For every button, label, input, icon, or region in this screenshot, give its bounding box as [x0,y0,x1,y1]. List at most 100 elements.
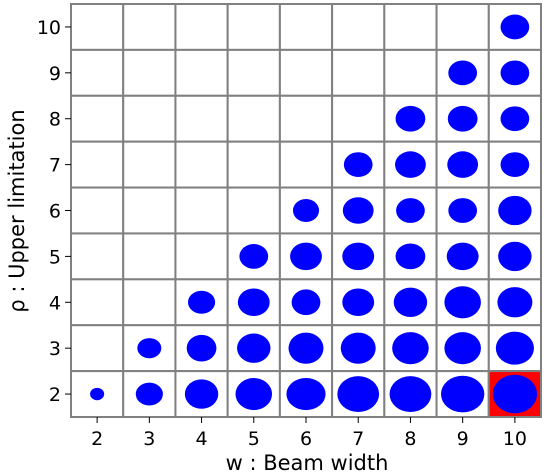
marker-w10-rho7 [500,152,530,178]
x-tick-label: 4 [196,428,208,450]
grid-cell [435,3,490,51]
grid-cell [331,3,386,51]
marker-w8-rho8 [395,105,426,132]
grid-cell [70,3,125,51]
marker-w3-rho3 [137,338,162,359]
y-axis-label: ρ : Upper limitation [5,109,29,312]
grid-cell [331,94,386,143]
grid-cell [226,186,281,235]
marker-w6-rho4 [291,289,321,316]
marker-w8-rho7 [395,151,426,178]
grid-cell [122,186,177,235]
marker-w10-rho3 [495,331,534,365]
marker-w10-rho2 [492,374,538,414]
grid-cell [331,48,386,97]
marker-w9-rho6 [448,198,478,223]
y-tick-label: 3 [49,338,61,360]
marker-w5-rho2 [235,377,273,411]
marker-w10-rho9 [500,60,530,86]
y-tick-label: 4 [49,292,61,314]
x-axis-label: w : Beam width [226,451,389,475]
x-tick-label: 7 [352,428,364,450]
marker-w9-rho3 [444,332,481,365]
marker-w9-rho7 [447,151,479,178]
marker-w3-rho2 [135,382,163,406]
marker-w9-rho4 [444,286,481,319]
x-tick-label: 5 [248,428,260,450]
marker-w8-rho2 [389,376,432,412]
grid-cell [122,48,177,97]
grid-cell [226,140,281,189]
marker-w10-rho6 [498,195,532,226]
marker-w7-rho2 [337,376,380,412]
marker-w9-rho8 [447,105,478,132]
marker-w6-rho5 [290,242,322,271]
marker-w4-rho3 [186,334,217,362]
marker-w6-rho6 [292,199,320,222]
marker-w9-rho5 [446,242,479,271]
markers-layer [90,14,538,414]
grid-cell [278,48,334,97]
marker-w5-rho4 [237,288,270,317]
marker-w7-rho7 [343,152,373,178]
x-tick-label: 8 [404,428,416,450]
marker-w8-rho6 [396,198,425,223]
marker-w7-rho3 [340,332,376,364]
marker-w6-rho3 [288,332,324,364]
y-tick-label: 8 [49,109,61,131]
grid-cell [174,94,229,143]
marker-w10-rho10 [500,14,530,40]
grid-cell [278,94,334,143]
grid-cell [70,324,125,373]
marker-w7-rho6 [342,197,374,224]
grid-cell [226,3,281,51]
marker-w4-rho4 [187,290,216,314]
x-tick-label: 6 [300,428,312,450]
marker-w8-rho4 [393,287,428,317]
grid-cell [278,140,334,189]
y-tick-label: 10 [37,17,61,39]
marker-w8-rho3 [392,332,429,365]
grid-cell [174,3,229,51]
y-tick-label: 2 [49,384,61,406]
grid-cell [278,3,334,51]
grid-cell [122,232,177,281]
grid-cell [383,48,438,97]
grid-cell [70,232,125,281]
grid-cell [70,278,125,327]
grid-cell [174,48,229,97]
marker-w7-rho4 [342,288,375,317]
grid-cell [70,48,125,97]
grid-cells [70,3,542,419]
marker-w7-rho5 [342,242,375,271]
x-tick-label: 9 [457,428,469,450]
marker-w10-rho4 [497,287,533,318]
grid-cell [122,94,177,143]
y-tick-labels: 2 3 4 5 6 7 8 9 10 [37,17,71,406]
marker-w9-rho9 [448,60,478,86]
grid-cell [226,48,281,97]
marker-w8-rho5 [395,243,426,270]
grid-cell [70,94,125,143]
x-tick-label: 10 [503,428,527,450]
grid-cell [70,140,125,189]
y-tick-label: 7 [49,155,61,177]
grid-cell [174,140,229,189]
marker-w9-rho2 [440,375,485,413]
marker-w2-rho2 [90,387,105,401]
marker-w5-rho5 [239,243,269,269]
marker-w10-rho8 [500,106,530,132]
grid-cell [122,3,177,51]
marker-w4-rho2 [184,379,219,409]
grid-cell [226,94,281,143]
marker-w5-rho3 [237,333,271,363]
x-tick-labels: 2 3 4 5 6 7 8 9 10 [91,417,527,450]
grid-cell [174,186,229,235]
grid-cell [122,140,177,189]
marker-w6-rho2 [286,377,326,411]
grid-cell [70,186,125,235]
x-tick-label: 2 [91,428,103,450]
grid-cell [487,186,542,235]
x-tick-label: 3 [143,428,155,450]
